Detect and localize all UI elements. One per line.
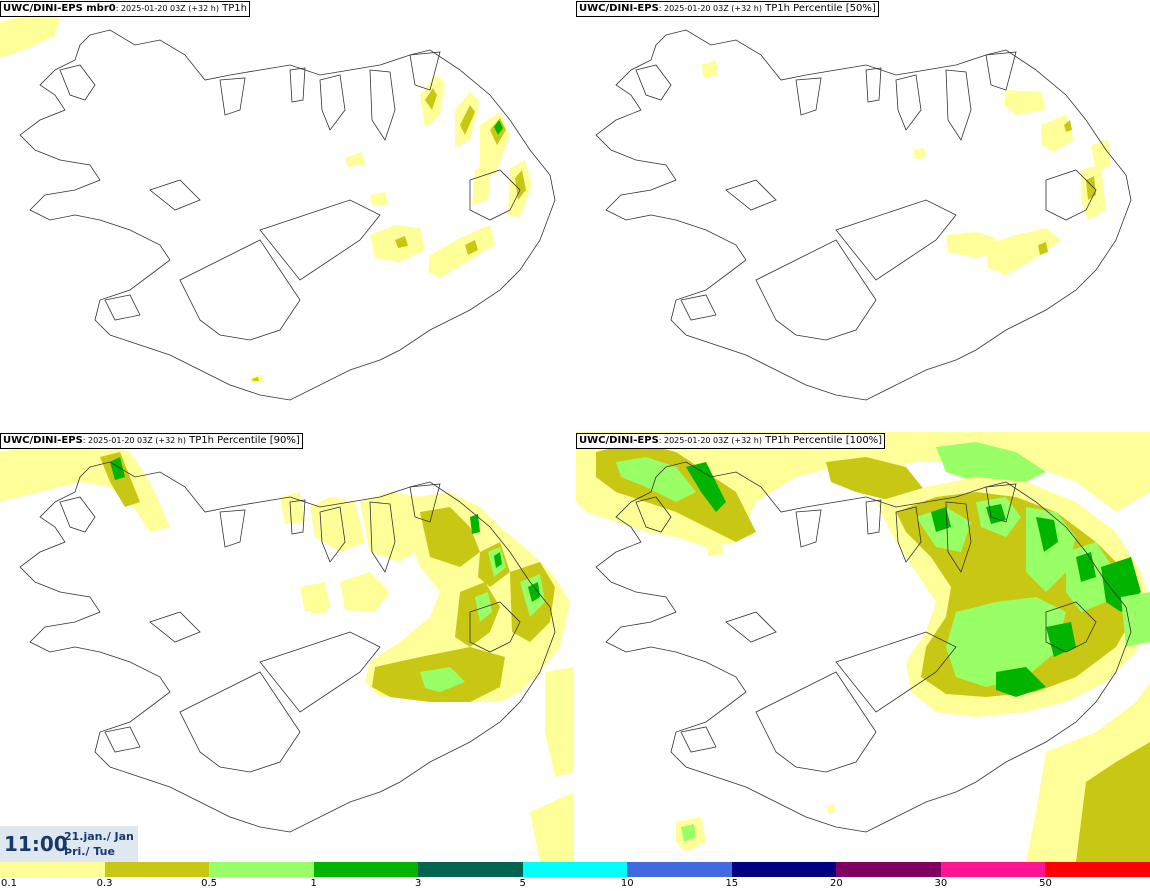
legend-swatch [313,862,419,877]
legend-label: 3 [414,878,422,889]
legend-label: 20 [829,878,843,889]
precip-fields [0,442,574,862]
field-name: TP1h Percentile [100%] [761,435,883,446]
iceland-coastline [19,29,556,401]
map-panel-mbr0: UWC/DINI-EPS mbr0: 2025-01-20 03Z (+32 h… [0,0,574,430]
legend-swatch [522,862,628,877]
valid-date-line1: 21.jan./ Jan [64,830,134,843]
legend-swatch [0,862,106,877]
legend-swatch [104,862,210,877]
legend-label: 15 [725,878,739,889]
legend-swatch [731,862,837,877]
valid-time-box: 11:00 21.jan./ Jan Þri./ Tue [0,826,138,862]
legend-label: 1 [310,878,317,889]
legend-swatch [627,862,733,877]
valid-time-date: 21.jan./ Jan Þri./ Tue [64,829,134,859]
precip-fields [0,15,532,383]
panel-title: UWC/DINI-EPS: 2025-01-20 03Z (+32 h) TP1… [576,1,879,17]
iceland-coastline [595,461,1132,833]
valid-time-clock: 11:00 [4,832,68,856]
map-panel-p100: UWC/DINI-EPS: 2025-01-20 03Z (+32 h) TP1… [576,432,1150,862]
model-name: UWC/DINI-EPS [579,3,659,14]
map-panel-p50: UWC/DINI-EPS: 2025-01-20 03Z (+32 h) TP1… [576,0,1150,430]
legend-swatch [940,862,1046,877]
legend-swatch [209,862,315,877]
run-info: : 2025-01-20 03Z (+32 h) [658,436,762,445]
run-info: : 2025-01-20 03Z (+32 h) [658,4,762,13]
precip-map-p50 [595,29,1132,401]
legend-label: 0.1 [1,878,17,889]
run-info: : 2025-01-20 03Z (+32 h) [115,4,219,13]
precip-legend: 0.1 0.3 0.5 1 3 5 10 15 20 30 50 [0,862,1150,891]
legend-label: 10 [620,878,634,889]
field-name: TP1h Percentile [90%] [185,435,300,446]
legend-label: 5 [519,878,526,889]
legend-swatch [836,862,942,877]
legend-color-bar [0,862,1150,877]
model-name: UWC/DINI-EPS [579,435,659,446]
iceland-coastline [19,461,556,833]
panel-title: UWC/DINI-EPS: 2025-01-20 03Z (+32 h) TP1… [576,433,886,449]
valid-date-line2: Þri./ Tue [64,845,115,858]
model-name: UWC/DINI-EPS mbr0 [3,3,116,14]
map-panel-p90: UWC/DINI-EPS: 2025-01-20 03Z (+32 h) TP1… [0,432,574,862]
field-name: TP1h [218,3,247,14]
run-info: : 2025-01-20 03Z (+32 h) [82,436,186,445]
panel-title: UWC/DINI-EPS mbr0: 2025-01-20 03Z (+32 h… [0,1,250,17]
field-name: TP1h Percentile [50%] [761,3,876,14]
panel-divider-horizontal [0,430,1150,432]
legend-swatch [1045,862,1150,877]
legend-label: 0.5 [201,878,218,889]
precip-map-p100 [576,432,1150,862]
precip-map-p90 [0,442,574,862]
panel-title: UWC/DINI-EPS: 2025-01-20 03Z (+32 h) TP1… [0,433,303,449]
iceland-coastline [595,29,1132,401]
precip-map-mbr0 [0,15,556,401]
legend-label: 0.3 [96,878,113,889]
legend-label: 30 [934,878,948,889]
legend-swatch [418,862,524,877]
precip-fields [576,432,1150,862]
model-name: UWC/DINI-EPS [3,435,83,446]
precip-fields [701,60,1111,275]
legend-label: 50 [1039,878,1052,889]
